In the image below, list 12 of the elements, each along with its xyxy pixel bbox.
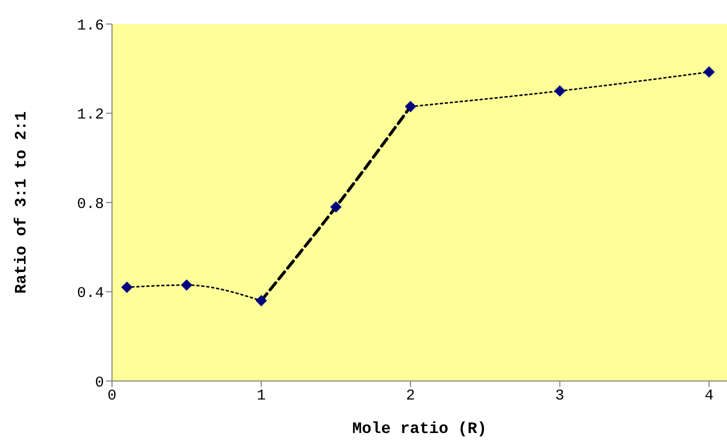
- y-axis-title: Ratio of 3:1 to 2:1: [12, 111, 31, 294]
- y-tick-label: 0.8: [76, 196, 104, 213]
- x-tick-label: 1: [256, 388, 266, 405]
- y-tick-label: 1.2: [76, 106, 104, 124]
- x-tick-label: 3: [555, 388, 564, 405]
- y-tick-label: 0: [94, 374, 104, 392]
- y-tick-label: 1.6: [76, 17, 104, 34]
- x-tick-label: 0: [107, 388, 117, 405]
- x-axis-title: Mole ratio (R): [352, 420, 487, 438]
- x-tick-label: 2: [406, 388, 416, 405]
- y-tick-label: 0.4: [76, 285, 104, 302]
- x-tick-label: 4: [704, 388, 714, 405]
